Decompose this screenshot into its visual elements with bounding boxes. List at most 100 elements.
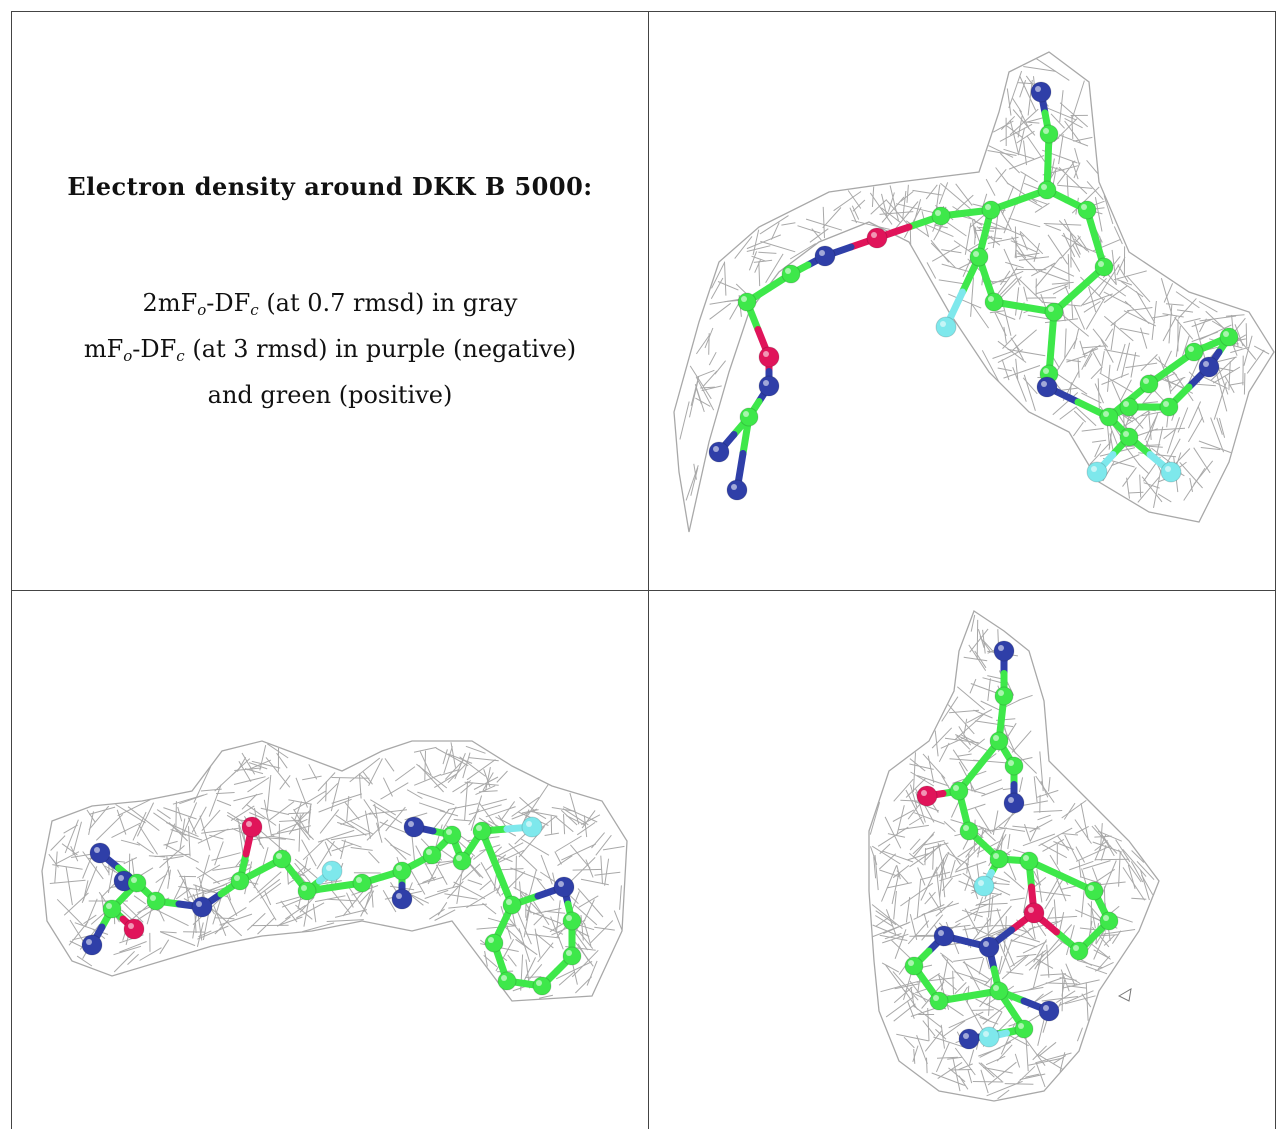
atom-O <box>758 346 780 368</box>
atom-highlight <box>196 901 202 907</box>
atom-C <box>1119 427 1139 447</box>
mesh-segment <box>885 909 897 935</box>
mesh-segment <box>1035 58 1070 81</box>
mesh-segment <box>248 877 259 892</box>
mesh-segment <box>590 920 614 944</box>
atom-C <box>422 845 442 865</box>
mesh-segment <box>1057 184 1093 189</box>
mesh-segment <box>884 816 902 849</box>
atom-highlight <box>326 865 332 871</box>
mesh-segment <box>1101 860 1117 896</box>
atom-highlight <box>1103 915 1109 921</box>
mesh-segment <box>1012 849 1027 855</box>
mesh-segment <box>481 798 507 807</box>
mesh-segment <box>709 302 732 320</box>
atom-highlight <box>963 1033 969 1039</box>
mesh-segment <box>482 902 497 915</box>
mesh-segment <box>1066 359 1081 363</box>
mesh-segment <box>159 845 185 869</box>
mesh-segment <box>1210 417 1225 453</box>
mesh-segment <box>923 840 945 846</box>
mesh-segment <box>1064 117 1083 129</box>
mesh-segment <box>604 858 610 886</box>
mesh-segment <box>935 1028 947 1040</box>
mesh-segment <box>1100 845 1107 861</box>
mesh-segment <box>907 920 930 945</box>
mesh-segment <box>179 818 186 851</box>
atom-N <box>993 640 1015 662</box>
mesh-segment <box>1005 261 1024 269</box>
mesh-segment <box>1035 775 1055 803</box>
mesh-segment <box>895 203 935 214</box>
grid-horizontal-divider <box>11 590 1276 591</box>
mesh-segment <box>1110 310 1130 327</box>
mesh-segment <box>525 905 530 921</box>
mesh-segment <box>1046 944 1050 978</box>
mesh-segment <box>435 747 469 767</box>
mesh-segment <box>998 826 1026 832</box>
mesh-segment <box>1117 264 1129 283</box>
density-view-bottom-right <box>649 591 1276 1129</box>
mesh-segment <box>558 971 575 986</box>
mesh-segment <box>485 767 491 791</box>
density-view-bottom-left <box>12 591 648 1129</box>
mesh-segment <box>975 892 1002 907</box>
mesh-segment <box>1003 326 1007 344</box>
mesh-segment <box>101 895 106 919</box>
mesh-segment <box>697 369 715 378</box>
mesh-segment <box>1035 1052 1072 1064</box>
mesh-segment <box>461 863 481 881</box>
mesh-segment <box>1086 159 1099 175</box>
mesh-segment <box>903 989 919 1010</box>
mesh-segment <box>1041 996 1079 1002</box>
atom-N <box>1030 81 1052 103</box>
mesh-segment <box>754 259 761 273</box>
mesh-segment <box>160 931 196 947</box>
mesh-segment <box>970 683 997 694</box>
mesh-segment <box>931 727 953 749</box>
mesh-segment <box>1033 810 1063 813</box>
mesh-segment <box>924 842 949 850</box>
mesh-segment <box>260 882 282 899</box>
atom-highlight <box>1123 431 1129 437</box>
mesh-segment <box>1065 963 1076 986</box>
mesh-segment <box>1012 329 1037 351</box>
mesh-segment <box>1022 941 1047 954</box>
mesh-segment <box>580 878 609 886</box>
mesh-segment <box>1200 447 1221 451</box>
atom-group <box>904 640 1119 1050</box>
mesh-segment <box>127 953 139 965</box>
mesh-segment <box>905 778 926 798</box>
mesh-segment <box>1168 304 1173 344</box>
atom-N <box>391 888 413 910</box>
mesh-segment <box>1018 256 1050 261</box>
mesh-segment <box>248 878 281 903</box>
mesh-segment <box>296 902 325 919</box>
atom-C <box>102 899 122 919</box>
mesh-segment <box>439 810 459 817</box>
mesh-segment <box>907 852 930 861</box>
mesh-segment <box>880 980 919 993</box>
mesh-segment <box>619 885 622 910</box>
mesh-segment <box>554 851 562 865</box>
atom-highlight <box>246 821 252 827</box>
mesh-segment <box>532 900 550 926</box>
mesh-segment <box>247 777 270 793</box>
mesh-segment <box>987 678 991 702</box>
atom-C <box>562 911 582 931</box>
atom-C <box>1159 397 1179 417</box>
mesh-segment <box>1015 287 1020 316</box>
mesh-segment <box>427 860 441 885</box>
mesh-segment <box>931 245 961 262</box>
mesh-segment <box>710 277 724 299</box>
mesh-segment <box>326 919 364 922</box>
atom-highlight <box>1165 466 1171 472</box>
mesh-segment <box>950 1069 973 1071</box>
mesh-segment <box>519 796 536 812</box>
atom-highlight <box>938 930 944 936</box>
mesh-segment <box>208 784 222 817</box>
mesh-segment <box>1122 408 1152 428</box>
mesh-segment <box>1069 860 1094 871</box>
atom-highlight <box>940 321 946 327</box>
mesh-segment <box>758 251 777 254</box>
